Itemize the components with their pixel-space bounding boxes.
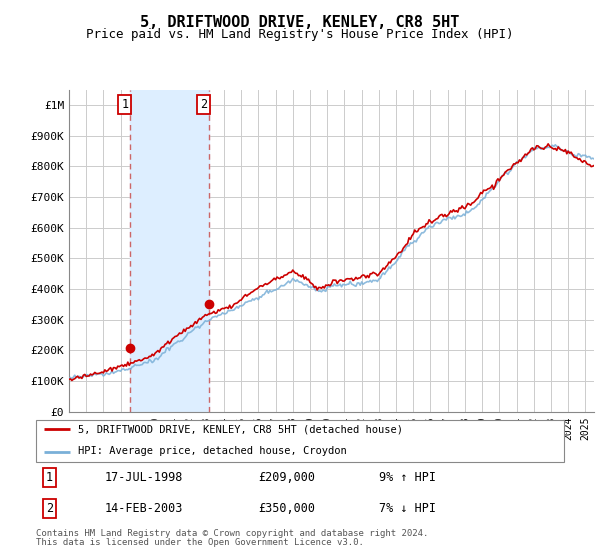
FancyBboxPatch shape xyxy=(36,420,564,462)
Text: 5, DRIFTWOOD DRIVE, KENLEY, CR8 5HT (detached house): 5, DRIFTWOOD DRIVE, KENLEY, CR8 5HT (det… xyxy=(78,424,403,434)
Text: Price paid vs. HM Land Registry's House Price Index (HPI): Price paid vs. HM Land Registry's House … xyxy=(86,28,514,41)
Text: 14-FEB-2003: 14-FEB-2003 xyxy=(104,502,183,515)
Text: 7% ↓ HPI: 7% ↓ HPI xyxy=(379,502,436,515)
Text: HPI: Average price, detached house, Croydon: HPI: Average price, detached house, Croy… xyxy=(78,446,347,456)
Text: This data is licensed under the Open Government Licence v3.0.: This data is licensed under the Open Gov… xyxy=(36,538,364,547)
Text: 1: 1 xyxy=(46,471,53,484)
Text: 2: 2 xyxy=(200,99,207,111)
Text: 5, DRIFTWOOD DRIVE, KENLEY, CR8 5HT: 5, DRIFTWOOD DRIVE, KENLEY, CR8 5HT xyxy=(140,15,460,30)
Text: 17-JUL-1998: 17-JUL-1998 xyxy=(104,471,183,484)
Text: £209,000: £209,000 xyxy=(258,471,315,484)
Bar xyxy=(130,90,209,412)
Text: £350,000: £350,000 xyxy=(258,502,315,515)
Text: 1: 1 xyxy=(121,99,128,111)
Text: Contains HM Land Registry data © Crown copyright and database right 2024.: Contains HM Land Registry data © Crown c… xyxy=(36,529,428,538)
Text: 9% ↑ HPI: 9% ↑ HPI xyxy=(379,471,436,484)
Text: 2: 2 xyxy=(46,502,53,515)
